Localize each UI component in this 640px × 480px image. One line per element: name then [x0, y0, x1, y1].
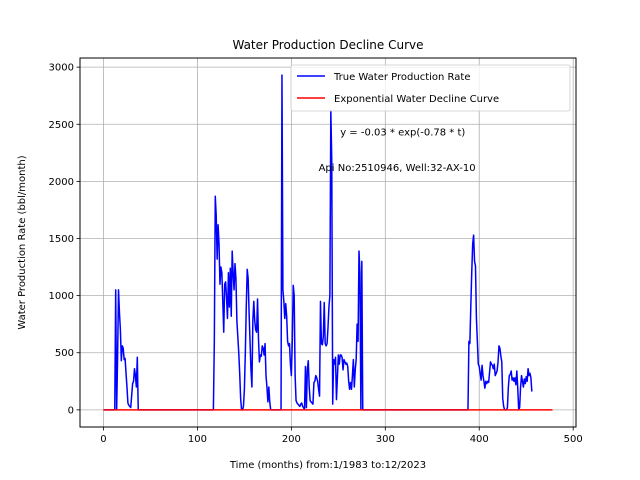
x-axis-label: Time (months) from:1/1983 to:12/2023	[229, 460, 426, 471]
y-axis-label: Water Production Rate (bbl/month)	[17, 155, 28, 329]
series-line-0	[103, 74, 533, 411]
annotation-1: Api No:2510946, Well:32-AX-10	[319, 163, 476, 174]
x-tick-label: 300	[376, 434, 395, 445]
y-tick-label: 2500	[49, 120, 74, 131]
series-layer	[103, 74, 553, 411]
chart-title: Water Production Decline Curve	[232, 38, 423, 52]
y-tick-label: 0	[68, 405, 74, 416]
legend-label-0: True Water Production Rate	[333, 72, 470, 83]
plot-frame	[79, 57, 577, 428]
grid	[80, 58, 576, 427]
y-tick-label: 1000	[49, 291, 74, 302]
x-tick-label: 0	[100, 434, 106, 445]
annotations: y = -0.03 * exp(-0.78 * t) Api No:2510946…	[319, 128, 476, 174]
y-tick-label: 3000	[49, 63, 74, 74]
y-tick-label: 500	[55, 348, 74, 359]
x-tick-label: 100	[188, 434, 207, 445]
x-tick-label: 400	[470, 434, 489, 445]
legend-box	[290, 64, 571, 112]
legend: True Water Production Rate Exponential Wa…	[290, 64, 571, 112]
legend-label-1: Exponential Water Decline Curve	[334, 94, 499, 105]
y-tick-label: 2000	[49, 177, 74, 188]
x-tick-label: 500	[564, 434, 583, 445]
y-tick-label: 1500	[49, 234, 74, 245]
ticks: 0 100 200 300 400 500 0 500 1000 1500 2000 2500 3000	[49, 63, 583, 445]
x-tick-label: 200	[282, 434, 301, 445]
annotation-0: y = -0.03 * exp(-0.78 * t)	[340, 128, 465, 139]
